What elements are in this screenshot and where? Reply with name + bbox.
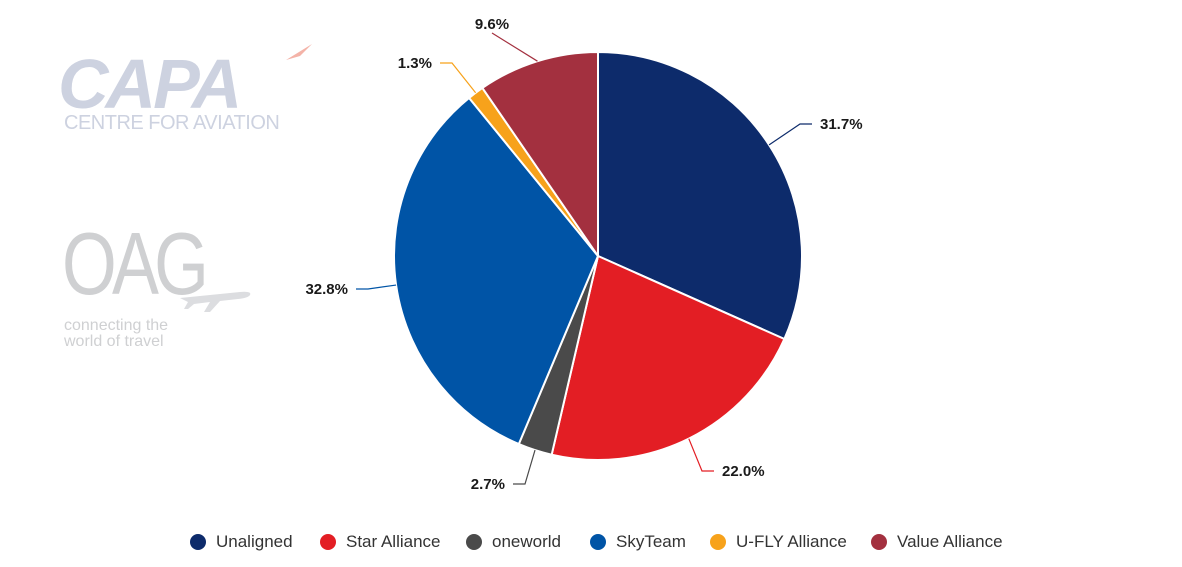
pie-slice-value-alliance[interactable] <box>481 51 599 257</box>
data-label-u-fly-alliance: 1.3% <box>398 55 432 72</box>
oag-tagline-line2: world of travel <box>64 333 164 350</box>
oag-tagline-line1: connecting the <box>64 317 169 334</box>
legend-swatch-value-alliance <box>871 534 887 550</box>
data-label-value-alliance: 9.6% <box>475 16 509 33</box>
pie-chart: 31.7% 22.0% 2.7% 32.8% 1.3% 9.6% <box>305 16 862 493</box>
oag-logo-word: OAG <box>62 214 209 313</box>
legend-item-star-alliance[interactable]: Star Alliance <box>320 530 441 554</box>
capa-logo: CAPA CENTRE FOR AVIATION <box>58 44 318 136</box>
legend-item-skyteam[interactable]: SkyTeam <box>590 530 686 554</box>
oag-logo: OAG connecting the world of travel <box>62 218 262 358</box>
pie-slice-unaligned[interactable] <box>597 51 803 340</box>
capa-logo-subtitle: CENTRE FOR AVIATION <box>64 112 280 134</box>
legend-label-unaligned: Unaligned <box>216 532 293 551</box>
legend-item-oneworld[interactable]: oneworld <box>466 530 561 554</box>
data-label-unaligned: 31.7% <box>820 116 863 133</box>
legend-swatch-u-fly-alliance <box>710 534 726 550</box>
legend-item-u-fly-alliance[interactable]: U-FLY Alliance <box>710 530 847 554</box>
legend-item-unaligned[interactable]: Unaligned <box>190 530 293 554</box>
legend-swatch-skyteam <box>590 534 606 550</box>
capa-logo-word: CAPA <box>58 45 242 123</box>
data-label-star-alliance: 22.0% <box>722 463 765 480</box>
leader-line-value-alliance <box>491 32 538 62</box>
legend-item-value-alliance[interactable]: Value Alliance <box>871 530 1003 554</box>
legend-label-star-alliance: Star Alliance <box>346 532 441 551</box>
leader-line-oneworld <box>513 449 536 485</box>
leader-line-skyteam <box>356 284 397 290</box>
pie-slices <box>393 51 803 461</box>
legend-label-skyteam: SkyTeam <box>616 532 686 551</box>
oag-plane-icon <box>180 291 251 312</box>
data-label-oneworld: 2.7% <box>471 476 505 493</box>
legend-label-u-fly-alliance: U-FLY Alliance <box>736 532 847 551</box>
legend-label-value-alliance: Value Alliance <box>897 532 1003 551</box>
data-label-skyteam: 32.8% <box>305 281 348 298</box>
legend-swatch-unaligned <box>190 534 206 550</box>
leader-line-unaligned <box>768 123 812 146</box>
oag-logo-tagline: connecting the world of travel <box>64 318 168 350</box>
leader-line-star-alliance <box>688 438 714 472</box>
capa-plane-icon <box>286 44 312 60</box>
chart-legend: Unaligned Star Alliance oneworld SkyTeam U-F… <box>0 530 1182 554</box>
legend-swatch-star-alliance <box>320 534 336 550</box>
legend-swatch-oneworld <box>466 534 482 550</box>
leader-line-u-fly-alliance <box>440 62 477 94</box>
pie-labels: 31.7% 22.0% 2.7% 32.8% 1.3% 9.6% <box>305 16 862 493</box>
legend-label-oneworld: oneworld <box>492 532 561 551</box>
